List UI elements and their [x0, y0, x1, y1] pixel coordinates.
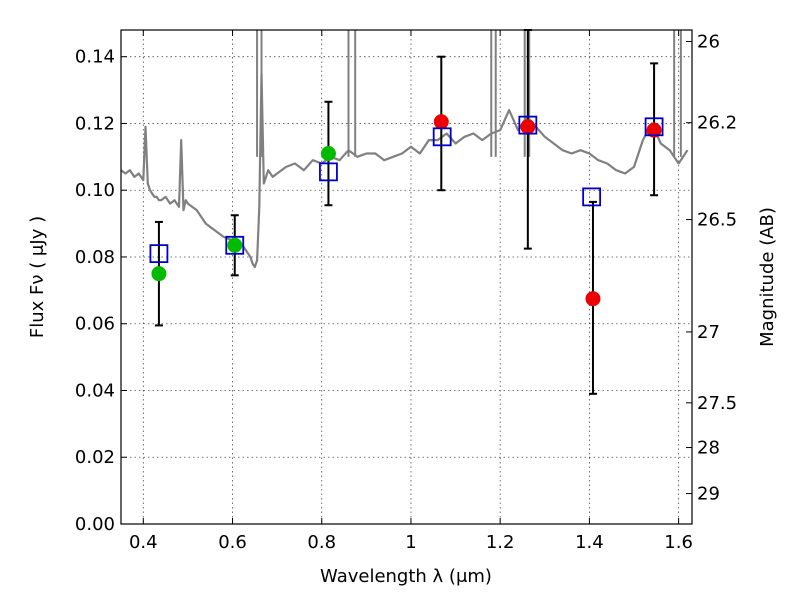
model-square-3: [432, 127, 452, 147]
y-tick-label-6: 0.12: [75, 113, 115, 134]
x-tick-label-4: 1.2: [486, 532, 515, 553]
y-axis-label: Flux Fν ( μJy ): [27, 216, 48, 338]
model-spectrum-group: [121, 30, 689, 269]
model-squares-group: [149, 115, 664, 264]
y2-tick-label-0: 26: [697, 32, 720, 53]
grid-lines: [121, 30, 692, 525]
data-points-group: [151, 114, 662, 307]
observed_red-point-3: [646, 122, 662, 138]
x-tick-label-2: 0.8: [307, 532, 336, 553]
x-tick-label-0: 0.4: [129, 532, 158, 553]
y2-tick-label-1: 26.2: [697, 113, 737, 134]
x-tick-label-6: 1.6: [664, 532, 693, 553]
y2-tick-label-2: 26.5: [697, 210, 737, 231]
observed_red-point-2: [585, 291, 601, 307]
y-tick-label-3: 0.06: [75, 314, 115, 335]
errorbars-group: [154, 29, 659, 395]
y2-tick-label-4: 27.5: [697, 393, 737, 414]
y-tick-label-4: 0.08: [75, 247, 115, 268]
model-square-1: [225, 235, 245, 255]
observed_green-point-2: [320, 146, 336, 161]
y-tick-labels: 0.00 0.02 0.04 0.06 0.08 0.10 0.12 0.14: [75, 47, 115, 535]
model-square-5: [582, 187, 602, 207]
y-tick-label-7: 0.14: [75, 47, 115, 68]
plot-frame: [120, 29, 693, 525]
x-tick-label-3: 1: [405, 532, 416, 553]
y2-axis-label: Magnitude (AB): [757, 207, 778, 347]
model-square-0: [149, 244, 169, 264]
y-tick-label-0: 0.00: [75, 514, 115, 535]
observed_green-point-0: [151, 266, 167, 282]
model-square-4: [518, 115, 538, 135]
y2-tick-label-3: 27: [697, 322, 720, 343]
x-tick-labels: 0.4 0.6 0.8 1 1.2 1.4 1.6: [129, 532, 693, 553]
x-tick-label-5: 1.4: [575, 532, 604, 553]
y2-tick-label-6: 29: [697, 484, 720, 505]
x-axis-label: Wavelength λ (μm): [320, 566, 492, 587]
y-tick-label-1: 0.02: [75, 447, 115, 468]
tick-marks: [121, 30, 692, 525]
model-spectrum-line: [121, 72, 689, 269]
x-tick-label-1: 0.6: [218, 532, 247, 553]
observed_red-point-1: [520, 119, 536, 135]
observed_red-point-0: [433, 114, 449, 130]
model-square-2: [319, 162, 338, 182]
y2-tick-labels: 26 26.2 26.5 27 27.5 28 29: [697, 32, 737, 505]
y-tick-label-5: 0.10: [75, 180, 115, 201]
model-square-6: [644, 117, 664, 137]
y2-tick-label-5: 28: [697, 438, 720, 459]
y-tick-label-2: 0.04: [75, 380, 115, 401]
observed_green-point-1: [227, 237, 243, 253]
